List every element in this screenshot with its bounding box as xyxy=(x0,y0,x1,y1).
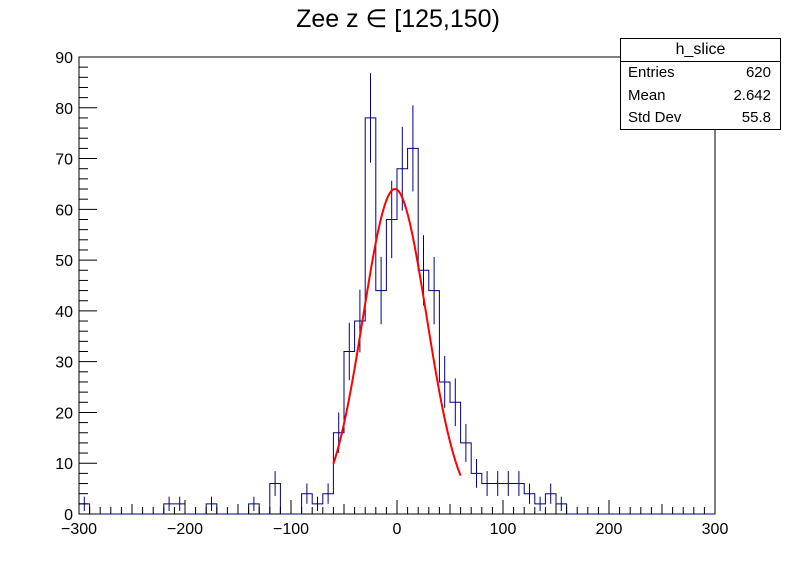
stats-stddev-label: Std Dev xyxy=(628,109,682,126)
x-tick-label: 200 xyxy=(596,521,623,538)
y-tick-label: 70 xyxy=(55,152,73,169)
stats-entries-label: Entries xyxy=(628,64,675,81)
stats-entries-row: Entries 620 xyxy=(621,62,780,85)
x-tick-label: 300 xyxy=(702,521,729,538)
y-tick-label: 90 xyxy=(55,50,73,67)
stats-mean-row: Mean 2.642 xyxy=(621,85,780,108)
x-tick-label: −200 xyxy=(167,521,203,538)
y-tick-label: 60 xyxy=(55,202,73,219)
stats-stddev-value: 55.8 xyxy=(741,109,771,126)
y-tick-label: 30 xyxy=(55,355,73,372)
histogram-outline xyxy=(79,117,715,515)
stats-mean-value: 2.642 xyxy=(733,86,771,104)
chart-title: Zee z ∈ [125,150) xyxy=(296,5,500,33)
stats-box-title: h_slice xyxy=(621,39,780,62)
y-axis: 0 10 20 30 40 50 60 70 80 90 xyxy=(55,50,97,524)
error-bars xyxy=(83,73,562,512)
x-tick-label: 100 xyxy=(490,521,517,538)
y-tick-label: 0 xyxy=(64,507,73,524)
y-tick-label: 50 xyxy=(55,253,73,270)
stats-mean-label: Mean xyxy=(628,86,666,104)
fit-curve xyxy=(332,188,462,476)
histogram-series xyxy=(79,117,715,515)
stats-stddev-row: Std Dev 55.8 xyxy=(621,107,780,130)
y-tick-label: 40 xyxy=(55,304,73,321)
x-tick-label: 0 xyxy=(393,521,402,538)
y-tick-label: 20 xyxy=(55,405,73,422)
x-axis: −300 −200 −100 0 100 200 300 xyxy=(61,500,728,538)
y-tick-label: 80 xyxy=(55,101,73,118)
gaussian-fit xyxy=(332,188,462,476)
x-tick-label: −300 xyxy=(61,521,97,538)
stats-box: h_slice Entries 620 Mean 2.642 Std Dev 5… xyxy=(620,38,781,130)
stats-entries-value: 620 xyxy=(745,64,771,81)
y-tick-label: 10 xyxy=(55,456,73,473)
x-tick-label: −100 xyxy=(273,521,309,538)
